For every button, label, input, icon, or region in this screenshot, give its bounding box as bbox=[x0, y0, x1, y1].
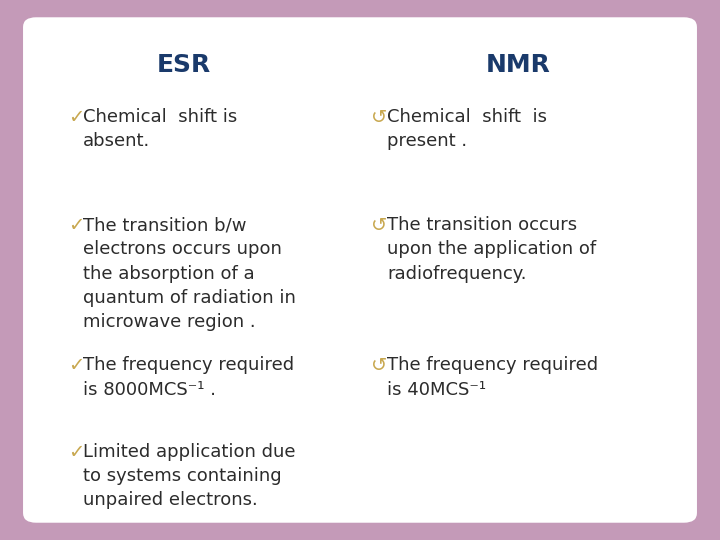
Text: The transition b/w
electrons occurs upon
the absorption of a
quantum of radiatio: The transition b/w electrons occurs upon… bbox=[83, 216, 296, 331]
Text: Chemical  shift  is
present .: Chemical shift is present . bbox=[387, 108, 547, 150]
Text: The frequency required
is 40MCS⁻¹: The frequency required is 40MCS⁻¹ bbox=[387, 356, 598, 399]
Text: The frequency required
is 8000MCS⁻¹ .: The frequency required is 8000MCS⁻¹ . bbox=[83, 356, 294, 399]
Text: ↺: ↺ bbox=[371, 356, 387, 375]
Text: ↺: ↺ bbox=[371, 108, 387, 127]
Text: Chemical  shift is
absent.: Chemical shift is absent. bbox=[83, 108, 237, 150]
Text: ✓: ✓ bbox=[68, 356, 85, 375]
Text: The transition occurs
upon the application of
radiofrequency.: The transition occurs upon the applicati… bbox=[387, 216, 596, 282]
FancyBboxPatch shape bbox=[23, 17, 697, 523]
Text: ↺: ↺ bbox=[371, 216, 387, 235]
Text: ESR: ESR bbox=[156, 53, 211, 77]
Text: ✓: ✓ bbox=[68, 108, 85, 127]
Text: Limited application due
to systems containing
unpaired electrons.: Limited application due to systems conta… bbox=[83, 443, 295, 509]
Text: ✓: ✓ bbox=[68, 216, 85, 235]
Text: ✓: ✓ bbox=[68, 443, 85, 462]
Text: NMR: NMR bbox=[486, 53, 551, 77]
